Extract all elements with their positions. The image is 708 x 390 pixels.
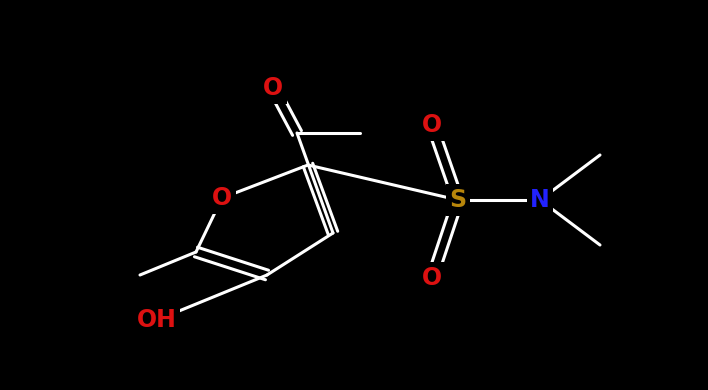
Text: O: O bbox=[422, 113, 442, 137]
Text: O: O bbox=[263, 76, 283, 100]
Text: O: O bbox=[422, 266, 442, 290]
Text: O: O bbox=[212, 186, 232, 210]
Text: N: N bbox=[530, 188, 550, 212]
Text: S: S bbox=[450, 188, 467, 212]
Text: OH: OH bbox=[137, 308, 177, 332]
